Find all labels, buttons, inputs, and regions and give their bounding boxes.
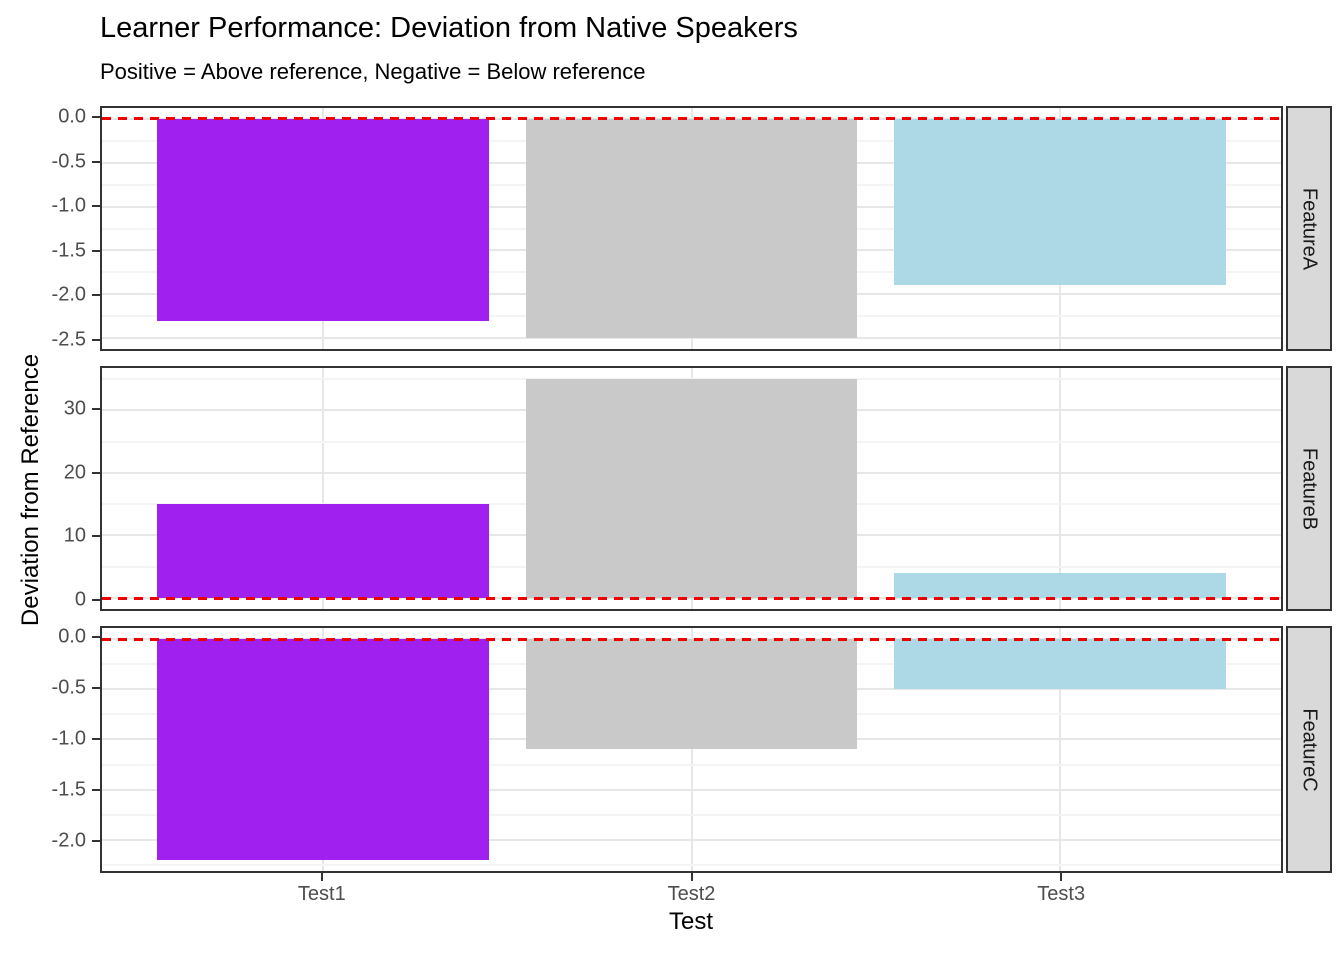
reference-line (102, 637, 1281, 641)
y-tick-mark (92, 789, 100, 792)
y-tick-mark (92, 840, 100, 843)
y-tick-mark (92, 116, 100, 119)
panel-featureb (100, 366, 1283, 611)
y-tick-label: 0.0 (58, 105, 86, 128)
gridline-major (102, 337, 1281, 340)
panel-featurea (100, 106, 1283, 351)
x-tick-label-test2: Test2 (667, 883, 716, 905)
y-tick-label: 0.0 (58, 625, 86, 648)
y-tick-label: -0.5 (51, 676, 86, 699)
bar-test1-featurec (157, 639, 489, 860)
y-tick-mark (92, 407, 100, 410)
y-tick-label: -1.5 (51, 778, 86, 801)
x-tick-mark (1060, 873, 1063, 881)
panel-featurec (100, 626, 1283, 873)
y-tick-label: -2.0 (51, 283, 86, 306)
facet-strip-featurec: FeatureC (1286, 626, 1332, 873)
y-tick-mark (92, 598, 100, 601)
y-tick-label: 30 (63, 397, 86, 420)
reference-line (102, 117, 1281, 121)
bar-test3-featurea (894, 118, 1226, 286)
bar-test3-featureb (894, 573, 1226, 599)
x-tick-mark (320, 873, 323, 881)
facet-strip-featureb: FeatureB (1286, 366, 1332, 611)
facet-strip-label: FeatureB (1298, 447, 1321, 530)
chart-subtitle: Positive = Above reference, Negative = B… (100, 59, 646, 84)
y-tick-mark (92, 738, 100, 741)
bar-test1-featurea (157, 118, 489, 321)
bar-test2-featurea (525, 118, 858, 339)
facet-row-featureb: FeatureB (100, 366, 1332, 611)
facet-strip-label: FeatureC (1298, 707, 1321, 792)
facet-strip-label: FeatureA (1298, 187, 1321, 270)
y-tick-label: 0 (74, 588, 86, 611)
y-tick-mark (92, 249, 100, 252)
reference-line (102, 596, 1281, 600)
y-tick-mark (92, 294, 100, 297)
y-tick-label: 10 (63, 524, 86, 547)
gridline-major (102, 788, 1281, 791)
y-tick-mark (92, 338, 100, 341)
gridline-minor (102, 863, 1281, 866)
facet-strip-featurea: FeatureA (1286, 106, 1332, 351)
gridline-vertical (1058, 628, 1061, 871)
gridline-minor (102, 763, 1281, 766)
y-tick-label: -1.0 (51, 194, 86, 217)
x-axis-title: Test (668, 908, 714, 935)
y-tick-mark (92, 535, 100, 538)
gridline-major (102, 838, 1281, 841)
gridline-vertical (322, 368, 325, 609)
x-tick-mark (690, 873, 693, 881)
bar-test3-featurec (894, 639, 1226, 690)
y-tick-label: -2.5 (51, 328, 86, 351)
x-tick-label-test1: Test1 (297, 883, 346, 905)
gridline-vertical (690, 628, 693, 871)
bar-test2-featurec (525, 639, 858, 750)
y-tick-label: -0.5 (51, 150, 86, 173)
bar-test2-featureb (525, 378, 858, 599)
chart-title: Learner Performance: Deviation from Nati… (100, 12, 798, 44)
bar-test1-featureb (157, 504, 489, 599)
y-tick-mark (92, 471, 100, 474)
gridline-minor (102, 813, 1281, 816)
y-tick-mark (92, 687, 100, 690)
facet-row-featurec: FeatureC (100, 626, 1332, 873)
y-tick-label: -1.5 (51, 239, 86, 262)
y-axis-title: Deviation from Reference (17, 353, 44, 627)
facet-row-featurea: FeatureA (100, 106, 1332, 351)
y-tick-label: 20 (63, 461, 86, 484)
y-tick-mark (92, 636, 100, 639)
y-tick-label: -2.0 (51, 829, 86, 852)
y-tick-mark (92, 160, 100, 163)
gridline-vertical (1058, 368, 1061, 609)
x-tick-label-test3: Test3 (1037, 883, 1086, 905)
y-tick-mark (92, 205, 100, 208)
y-tick-label: -1.0 (51, 727, 86, 750)
